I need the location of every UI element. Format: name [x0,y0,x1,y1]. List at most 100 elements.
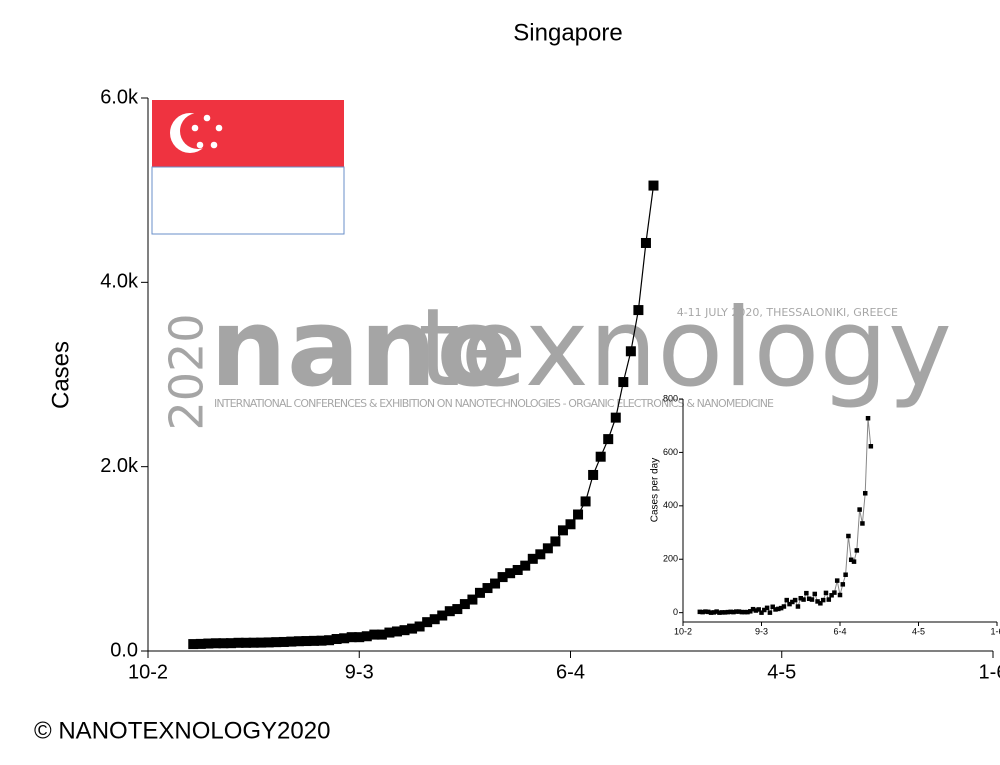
data-point [210,638,221,649]
data-point [806,596,812,602]
data-point [854,548,860,553]
data-point [256,637,267,648]
y-axis-label: Cases [47,341,74,409]
data-point [437,610,448,621]
data-point [823,590,829,596]
data-point [767,610,773,615]
data-point [725,609,731,615]
y-tick-label: 2.0k [100,455,139,477]
y-tick-label: 800 [663,393,678,403]
y-tick-label: 600 [663,447,678,457]
data-point [848,557,854,563]
data-point [860,521,865,526]
x-tick-label: 6-4 [556,661,585,683]
data-point [293,636,304,647]
flag [151,100,345,235]
data-point [846,533,851,539]
data-point [369,629,380,640]
data-point [857,507,862,512]
data-point [565,519,576,530]
y-tick-label: 400 [663,500,678,510]
data-point [580,496,591,507]
data-point [527,553,538,564]
data-point [700,609,705,615]
data-point [776,606,781,612]
data-point [429,614,440,625]
data-point [773,607,778,612]
data-point [271,637,282,648]
data-point [784,597,789,603]
data-point [233,637,244,648]
data-point [809,597,815,602]
watermark: 2020 nano texnology 4-11 JULY 2020, THES… [160,286,952,431]
data-point [829,593,834,598]
data-point [618,377,629,388]
data-point [490,578,501,589]
data-point [301,636,312,647]
data-point [203,638,214,649]
data-point [361,631,372,642]
data-point [795,604,801,609]
data-point [331,634,342,645]
data-point [762,607,767,613]
data-point [790,599,795,605]
data-point [714,609,719,614]
data-point [778,605,784,611]
data-point [452,604,463,615]
data-point [865,415,871,421]
data-point [705,609,711,615]
data-point [868,444,874,449]
data-point [550,536,561,547]
data-point [801,597,806,602]
data-point [736,609,742,614]
data-point [717,610,722,615]
data-point [851,559,857,564]
data-point [346,632,357,643]
data-point [595,451,606,462]
data-point [603,434,614,445]
data-point [225,638,236,649]
data-point [812,591,818,597]
data-point [497,572,508,583]
watermark-year: 2020 [160,313,214,430]
data-point [720,610,725,615]
watermark-brand: nano [210,286,511,411]
watermark-dates: 4-11 JULY 2020, THESSALONIKI, GREECE [677,306,898,319]
data-point [316,635,327,646]
data-point [748,609,753,614]
data-point [840,582,846,587]
data-point [722,610,728,615]
data-point [742,609,747,615]
data-point [308,635,319,646]
watermark-brand: texnology [418,286,952,411]
y-tick-label: 6.0k [100,86,139,108]
data-point [728,609,733,615]
data-point [734,609,739,614]
data-point [764,605,770,611]
data-point [263,637,274,648]
data-point [739,609,745,615]
x-tick-label: 9-3 [755,626,768,636]
data-point [756,607,761,612]
data-point [820,597,826,603]
data-point [218,638,229,649]
data-point [770,604,775,610]
data-point [798,595,803,601]
data-point [862,491,868,496]
data-point [640,237,651,248]
data-point [610,412,621,423]
data-point [482,583,493,594]
data-point [407,623,418,634]
data-point [278,636,289,647]
data-point [384,627,395,638]
data-point [843,572,848,577]
data-point [557,525,568,536]
data-point [241,637,252,648]
watermark-subtitle: INTERNATIONAL CONFERENCES & EXHIBITION O… [214,397,774,410]
y-tick-label: 4.0k [100,271,139,293]
x-tick-label: 4-5 [767,661,796,683]
data-point [708,610,714,615]
data-point [834,578,840,583]
y-tick-label: 200 [663,554,678,564]
data-point [648,180,659,191]
